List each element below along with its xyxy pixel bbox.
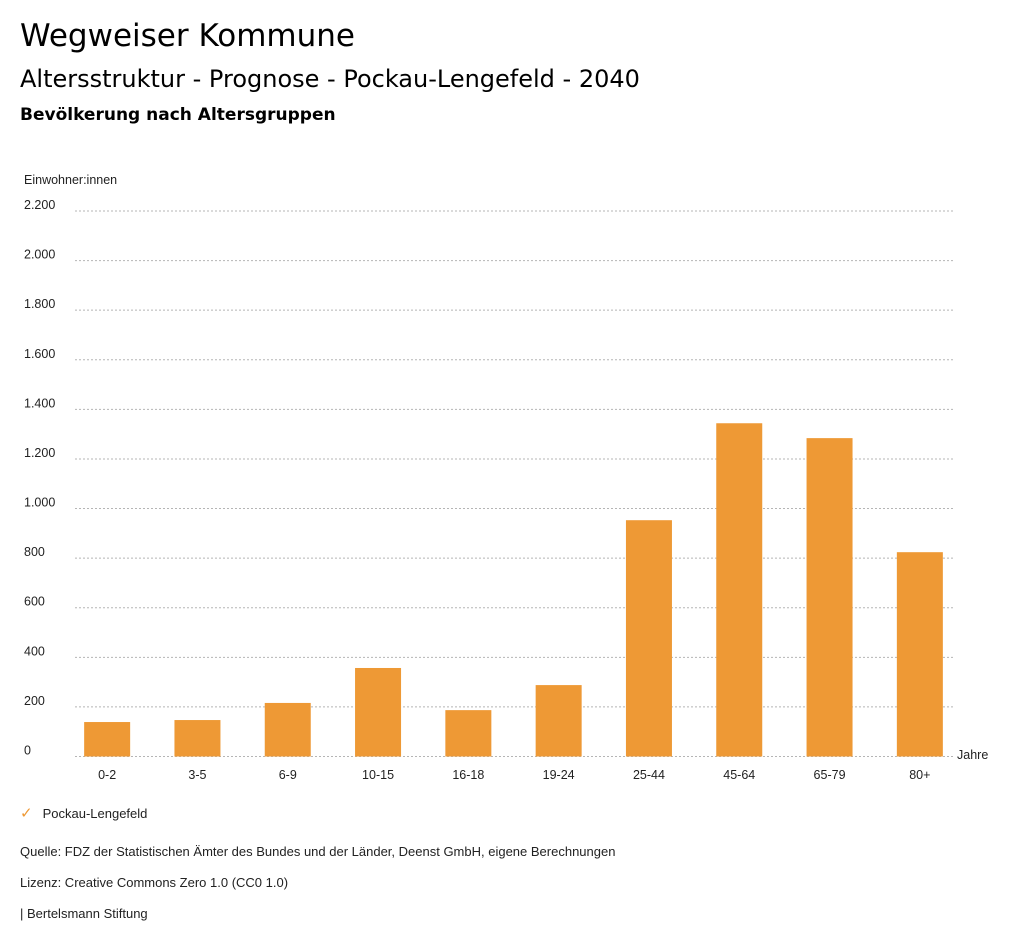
x-axis-label: Jahre — [957, 748, 988, 762]
x-tick-label: 25-44 — [633, 768, 665, 782]
x-tick-label: 0-2 — [98, 768, 116, 782]
brand-text: | Bertelsmann Stiftung — [20, 906, 148, 921]
x-tick-label: 65-79 — [814, 768, 846, 782]
y-tick-label: 2.200 — [24, 198, 55, 212]
x-tick-label: 80+ — [909, 768, 930, 782]
y-tick-label: 1.000 — [24, 496, 55, 510]
chart-title: Bevölkerung nach Altersgruppen — [20, 105, 336, 125]
x-tick-label: 45-64 — [723, 768, 755, 782]
y-tick-label: 200 — [24, 694, 45, 708]
bar-chart: Einwohner:innen Jahre 0 200 400 600 800 1.000… — [24, 173, 988, 782]
y-tick-label: 600 — [24, 595, 45, 609]
y-axis-label: Einwohner:innen — [24, 173, 117, 187]
y-tick-label: 1.800 — [24, 297, 55, 311]
bar-80+ — [896, 552, 943, 757]
license-text: Lizenz: Creative Commons Zero 1.0 (CC0 1… — [20, 875, 289, 890]
app-title: Wegweiser Kommune — [20, 18, 355, 54]
x-tick-label: 19-24 — [543, 768, 575, 782]
y-tick-label: 2.000 — [24, 248, 55, 262]
x-tick-label: 16-18 — [452, 768, 484, 782]
x-tick-label: 10-15 — [362, 768, 394, 782]
legend-item-pockau-lengefeld[interactable]: ✓ Pockau-Lengefeld — [20, 804, 147, 822]
bar-3-5 — [174, 720, 221, 757]
x-tick-label: 3-5 — [188, 768, 206, 782]
bar-16-18 — [445, 710, 492, 757]
y-tick-label: 1.200 — [24, 446, 55, 460]
source-text: Quelle: FDZ der Statistischen Ämter des … — [20, 844, 616, 859]
bar-65-79 — [806, 438, 853, 757]
x-tick-label: 6-9 — [279, 768, 297, 782]
bar-6-9 — [264, 702, 311, 757]
bar-19-24 — [535, 685, 582, 757]
bar-0-2 — [84, 722, 131, 757]
y-tick-label: 1.400 — [24, 396, 55, 410]
y-tick-label: 0 — [24, 744, 31, 758]
bar-25-44 — [625, 520, 672, 757]
check-icon: ✓ — [20, 805, 33, 822]
legend-label: Pockau-Lengefeld — [42, 805, 148, 821]
y-tick-label: 1.600 — [24, 347, 55, 361]
y-tick-label: 800 — [24, 545, 45, 559]
chart-subtitle: Altersstruktur - Prognose - Pockau-Lenge… — [20, 65, 640, 93]
y-tick-label: 400 — [24, 644, 45, 658]
bar-45-64 — [716, 423, 763, 757]
bar-10-15 — [355, 667, 402, 757]
